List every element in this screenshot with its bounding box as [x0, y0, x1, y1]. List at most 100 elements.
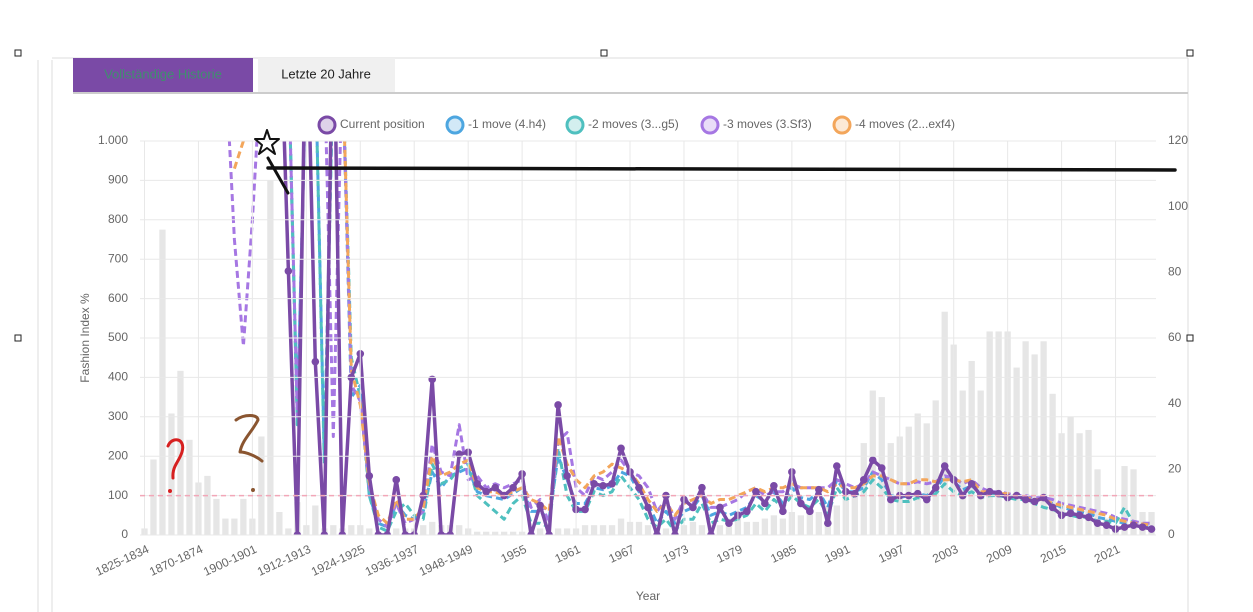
x-tick-label: 1967	[607, 542, 637, 566]
bar	[456, 525, 463, 535]
bar	[231, 518, 238, 535]
series-point	[320, 531, 329, 535]
series-point	[338, 531, 347, 535]
series-point	[617, 444, 625, 453]
bar	[644, 525, 652, 535]
series-point	[635, 483, 643, 492]
series-point	[940, 462, 949, 470]
legend-swatch	[445, 115, 465, 135]
series-point	[599, 481, 607, 490]
series-point	[752, 487, 760, 496]
bar	[500, 531, 508, 535]
bar	[797, 515, 804, 535]
x-tick-label: 2009	[984, 542, 1014, 566]
bar	[1148, 512, 1155, 535]
series-point	[806, 507, 814, 516]
bar	[492, 531, 499, 535]
series-point	[761, 499, 769, 508]
series-point	[1021, 495, 1030, 504]
bar	[267, 180, 274, 535]
series-point	[1048, 503, 1057, 512]
x-tick-label: 1948-1949	[417, 542, 475, 579]
bar	[995, 331, 1002, 535]
bar	[1085, 429, 1092, 535]
bar	[968, 360, 975, 535]
x-tick-label: 1912-1913	[255, 542, 313, 579]
series-point	[284, 267, 293, 275]
series-point	[689, 503, 697, 512]
series-point	[455, 450, 463, 459]
x-tick-label: 1991	[822, 542, 852, 566]
bar	[986, 331, 993, 535]
x-tick-label: 1955	[499, 542, 529, 566]
bar	[1067, 416, 1074, 535]
y2-tick-label: 60	[1168, 330, 1182, 344]
series-point	[1120, 523, 1129, 531]
bar	[833, 505, 840, 535]
series-point	[473, 479, 481, 488]
bar	[1031, 354, 1038, 535]
bar	[150, 459, 157, 535]
bar	[635, 521, 643, 535]
series-point	[437, 531, 446, 535]
series-point	[392, 476, 401, 484]
x-tick-label: 1825-1834	[93, 542, 151, 579]
series-point	[824, 519, 832, 527]
bar	[1130, 469, 1137, 535]
bar	[617, 518, 625, 535]
series-line	[232, 141, 1152, 527]
series-point	[401, 531, 410, 535]
series-point	[725, 519, 733, 527]
bar	[1013, 367, 1020, 535]
legend-swatch	[700, 115, 720, 135]
bar	[1076, 433, 1083, 535]
bar	[590, 525, 598, 535]
bar	[312, 505, 319, 535]
bar	[941, 311, 948, 535]
bar	[483, 531, 490, 535]
series-point	[581, 505, 589, 514]
bar	[581, 525, 589, 535]
y-tick-label: 700	[108, 251, 128, 265]
y-tick-label: 1.000	[98, 133, 128, 147]
series-point	[967, 479, 976, 488]
series-point	[698, 483, 706, 492]
bar	[276, 512, 283, 535]
series-point	[770, 481, 778, 490]
bar	[698, 525, 706, 535]
y-tick-label: 400	[108, 370, 128, 384]
series-point	[311, 357, 320, 366]
bar	[204, 475, 211, 535]
tab[interactable]	[258, 58, 395, 92]
legend-label: -1 move (4.h4)	[468, 117, 546, 131]
bar	[186, 439, 193, 535]
y-tick-label: 0	[121, 527, 128, 541]
series-point	[644, 503, 652, 512]
y2-tick-label: 80	[1168, 265, 1182, 279]
bar	[779, 518, 787, 535]
bar	[761, 518, 769, 535]
series-point	[877, 464, 886, 472]
tab-label[interactable]: Letzte 20 Jahre	[281, 66, 371, 81]
series-point	[1102, 521, 1111, 529]
series-point	[1030, 497, 1039, 506]
bar	[932, 400, 939, 535]
legend-swatch	[832, 115, 852, 135]
x-tick-label: 2015	[1038, 542, 1068, 566]
tab-label[interactable]: Vollständige Historie	[104, 66, 222, 81]
y2-tick-label: 0	[1168, 527, 1175, 541]
series-point	[365, 472, 374, 480]
bar	[240, 498, 247, 535]
bar	[977, 390, 984, 535]
x-tick-label: 1979	[714, 542, 744, 566]
bar	[474, 531, 481, 535]
y-tick-label: 100	[108, 488, 128, 502]
bar	[860, 443, 867, 535]
y-tick-label: 200	[108, 448, 128, 462]
y2-tick-label: 100	[1168, 199, 1188, 213]
tab-active[interactable]	[73, 58, 253, 92]
bar	[959, 390, 966, 535]
bar	[743, 521, 751, 535]
bar	[599, 525, 607, 535]
